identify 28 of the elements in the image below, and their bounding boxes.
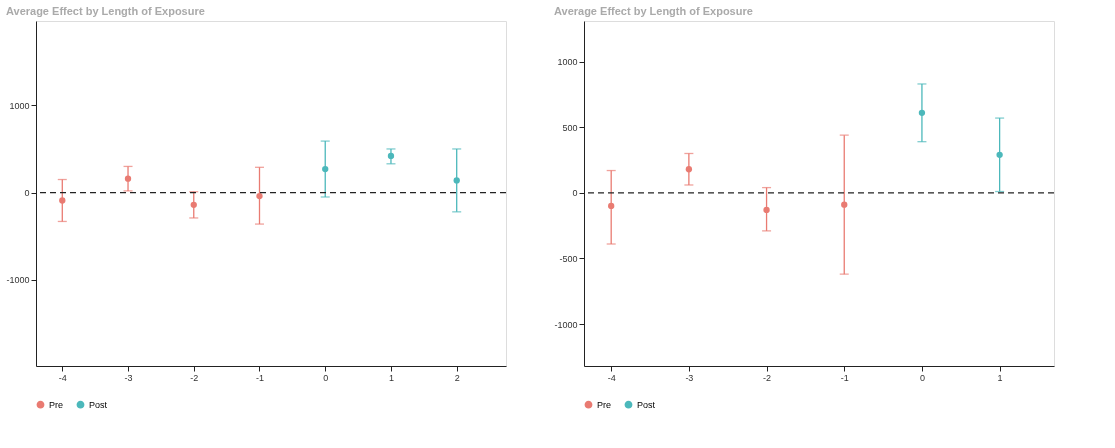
y-tick-label: 1000 xyxy=(557,57,578,68)
legend-label: Pre xyxy=(49,399,64,410)
x-tick-label: 1 xyxy=(997,372,1003,383)
x-tick-label: -3 xyxy=(685,372,694,383)
x-tick-label: 1 xyxy=(388,372,394,383)
y-tick-label: 500 xyxy=(562,122,578,133)
y-tick-label: 0 xyxy=(24,188,30,199)
y-tick-label: -500 xyxy=(559,253,578,264)
chart-title: Average Effect by Length of Exposure xyxy=(553,5,753,17)
x-tick-label: -4 xyxy=(58,372,67,383)
x-tick-label: -3 xyxy=(124,372,133,383)
x-tick-label: 0 xyxy=(323,372,329,383)
legend-label: Post xyxy=(637,399,656,410)
x-tick-label: -1 xyxy=(255,372,264,383)
legend-label: Pre xyxy=(597,399,612,410)
x-tick-label: -1 xyxy=(840,372,849,383)
x-tick-label: -2 xyxy=(763,372,772,383)
chart-title: Average Effect by Length of Exposure xyxy=(5,5,205,17)
y-tick-label: -1000 xyxy=(554,319,578,330)
y-tick-label: 0 xyxy=(572,188,578,199)
x-tick-label: -2 xyxy=(190,372,199,383)
x-tick-label: 0 xyxy=(919,372,925,383)
x-tick-label: 2 xyxy=(454,372,460,383)
legend-label: Post xyxy=(89,399,108,410)
point xyxy=(763,206,770,214)
y-tick-label: -1000 xyxy=(6,275,30,286)
x-tick-label: -4 xyxy=(607,372,616,383)
y-tick-label: 1000 xyxy=(9,100,30,111)
